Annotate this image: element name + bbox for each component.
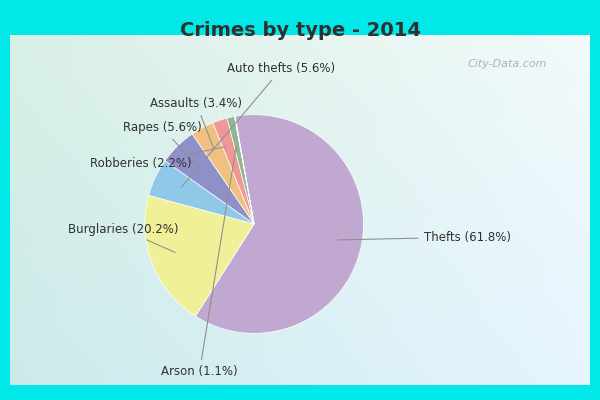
Wedge shape — [196, 115, 364, 333]
Wedge shape — [149, 161, 254, 224]
Text: Assaults (3.4%): Assaults (3.4%) — [150, 97, 242, 149]
Text: Robberies (2.2%): Robberies (2.2%) — [90, 147, 226, 170]
Wedge shape — [165, 134, 254, 224]
Wedge shape — [235, 116, 254, 224]
Wedge shape — [145, 195, 254, 316]
Text: City-Data.com: City-Data.com — [467, 59, 547, 69]
Wedge shape — [192, 123, 254, 224]
Text: Auto thefts (5.6%): Auto thefts (5.6%) — [182, 62, 335, 187]
Wedge shape — [227, 116, 254, 224]
Text: Arson (1.1%): Arson (1.1%) — [161, 147, 238, 378]
Text: Rapes (5.6%): Rapes (5.6%) — [123, 121, 202, 164]
Text: Crimes by type - 2014: Crimes by type - 2014 — [179, 20, 421, 40]
Text: Burglaries (20.2%): Burglaries (20.2%) — [68, 223, 179, 252]
Wedge shape — [213, 118, 254, 224]
Text: Thefts (61.8%): Thefts (61.8%) — [337, 231, 511, 244]
